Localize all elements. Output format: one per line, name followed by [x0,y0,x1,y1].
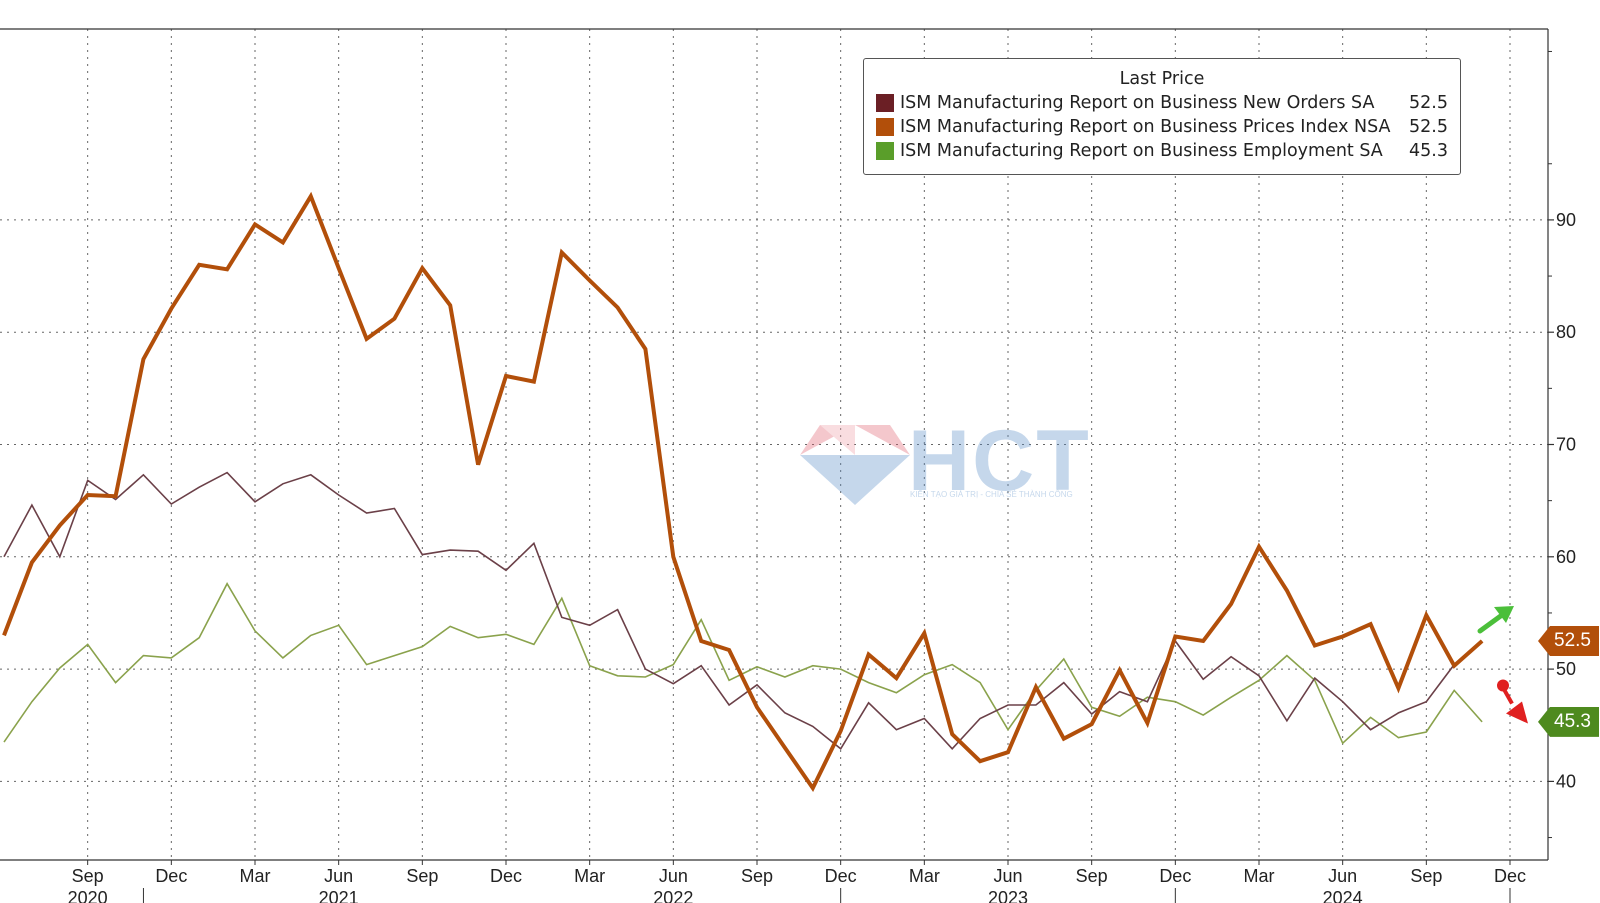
legend-label: ISM Manufacturing Report on Business Emp… [900,141,1383,161]
x-tick-label: Dec [825,866,857,886]
end-badge-employment: 45.3 [1538,706,1599,737]
series-line [3,582,1483,745]
x-year-label: 2023 [988,888,1028,903]
legend-swatch [876,142,894,160]
series-layer [2,191,1484,793]
end-badge-prices: 52.5 [1538,626,1599,657]
legend-item-prices: ISM Manufacturing Report on Business Pri… [876,115,1448,139]
x-tick-label: Mar [1244,866,1275,886]
legend-swatch [876,94,894,112]
y-tick-label: 80 [1556,322,1576,342]
x-tick-label: Jun [993,866,1022,886]
x-tick-label: Sep [406,866,438,886]
y-tick-label: 40 [1556,771,1576,791]
watermark-logo: HCT KIẾN TẠO GIÁ TRỊ - CHIA SẺ THÀNH CÔN… [800,413,1100,515]
x-tick-label: Mar [909,866,940,886]
up-trend-arrowhead [1494,606,1514,624]
legend-value: 52.5 [1409,93,1448,113]
x-tick-label: Sep [72,866,104,886]
x-year-label: 2021 [319,888,359,903]
axes: 40 50 60 70 80 90 Sep Dec Mar Jun Sep Dec Mar Jun Sep D… [0,28,1576,903]
x-tick-label: Jun [659,866,688,886]
legend-value: 52.5 [1409,117,1448,137]
legend-title: Last Price [1119,69,1205,89]
y-tick-label: 90 [1556,210,1576,230]
x-tick-label: Mar [574,866,605,886]
down-trend-arrow-dot [1497,679,1509,692]
legend-swatch [876,118,894,136]
legend-value: 45.3 [1409,141,1448,161]
legend-item-employment: ISM Manufacturing Report on Business Emp… [876,139,1448,163]
down-trend-arrowhead [1506,701,1528,724]
grid [0,29,1548,860]
x-tick-label: Mar [240,866,271,886]
up-trend-arrow [1477,612,1505,634]
x-tick-label: Dec [1159,866,1191,886]
series-line [2,191,1484,793]
legend: Last Price ISM Manufacturing Report on B… [863,58,1461,175]
x-year-label: 2024 [1323,888,1363,903]
x-tick-label: Dec [490,866,522,886]
x-tick-label: Sep [1410,866,1442,886]
x-tick-label: Jun [324,866,353,886]
watermark-text: HCT [908,413,1091,509]
series-line [3,471,1483,750]
down-trend-arrow [1501,686,1514,705]
x-year-label: 2020 [68,888,108,903]
legend-label: ISM Manufacturing Report on Business Pri… [900,117,1391,137]
x-tick-label: Jun [1328,866,1357,886]
legend-item-new-orders: ISM Manufacturing Report on Business New… [876,91,1448,115]
x-tick-label: Sep [741,866,773,886]
y-tick-label: 70 [1556,435,1576,455]
y-tick-label: 50 [1556,659,1576,679]
x-tick-label: Dec [1494,866,1526,886]
y-tick-label: 60 [1556,547,1576,567]
diamond-logo-icon [800,425,910,505]
trend-arrows [1477,606,1528,724]
x-tick-label: Sep [1076,866,1108,886]
x-tick-label: Dec [155,866,187,886]
legend-label: ISM Manufacturing Report on Business New… [900,93,1375,113]
watermark-subtext: KIẾN TẠO GIÁ TRỊ - CHIA SẺ THÀNH CÔNG [910,490,1073,499]
x-year-label: 2022 [653,888,693,903]
